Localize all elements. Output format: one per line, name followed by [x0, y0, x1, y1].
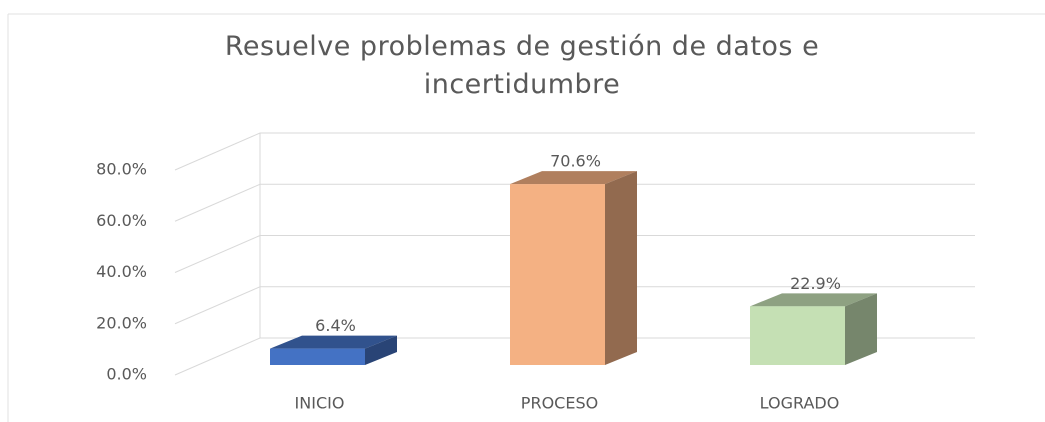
x-tick-label: PROCESO — [521, 394, 598, 413]
bar-top — [270, 335, 397, 349]
data-label: 22.9% — [790, 274, 841, 293]
y-tick-label: 20.0% — [96, 313, 147, 332]
grid-line — [174, 286, 975, 325]
bar — [750, 306, 845, 365]
bar-side — [365, 335, 397, 365]
grid-line — [174, 235, 975, 273]
x-tick-label: INICIO — [295, 394, 345, 413]
data-label: 6.4% — [315, 316, 356, 335]
data-label: 70.6% — [550, 152, 601, 171]
bar — [270, 348, 365, 365]
y-tick-label: 0.0% — [106, 365, 147, 384]
x-tick-label: LOGRADO — [760, 394, 840, 413]
bar-top — [510, 171, 637, 185]
bar-side — [605, 171, 637, 365]
grid-line — [174, 132, 975, 171]
chart-title: Resuelve problemas de gestión de datos e… — [224, 31, 820, 100]
grid-line — [174, 337, 975, 376]
y-tick-label: 80.0% — [96, 160, 147, 179]
bar-top — [750, 293, 877, 307]
y-tick-label: 60.0% — [96, 211, 147, 230]
bar-side — [845, 293, 877, 365]
y-tick-label: 40.0% — [96, 262, 147, 281]
bar — [510, 184, 605, 365]
grid-line — [174, 183, 975, 222]
